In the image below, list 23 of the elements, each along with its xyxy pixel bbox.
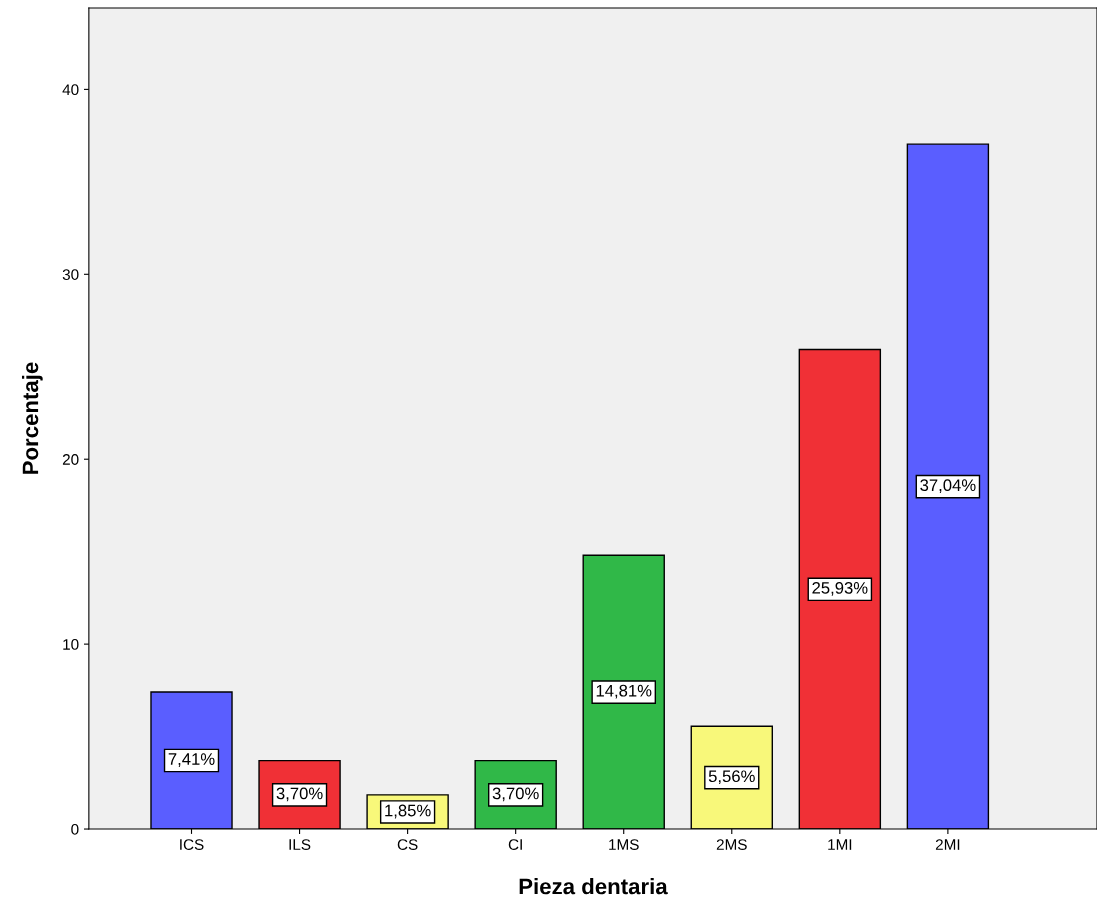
- x-tick-label: 2MS: [716, 839, 747, 850]
- data-label: 25,93%: [812, 581, 868, 596]
- data-label: 3,70%: [492, 787, 539, 802]
- data-label: 5,56%: [708, 770, 755, 785]
- x-tick-label: CI: [508, 839, 522, 850]
- y-tick-label: 0: [71, 823, 79, 835]
- x-tick-label: CS: [397, 839, 418, 850]
- x-tick-label: ICS: [180, 839, 204, 850]
- x-tick-label: ILS: [289, 839, 311, 850]
- x-axis-title: Pieza dentaria: [519, 878, 668, 895]
- y-tick-label: 10: [63, 638, 79, 650]
- x-tick-label: 1MI: [828, 839, 852, 850]
- data-label: 37,04%: [920, 479, 976, 494]
- y-axis-title: Porcentaje: [21, 362, 43, 474]
- x-tick-label: 2MI: [935, 839, 960, 850]
- data-label: 14,81%: [596, 684, 652, 699]
- y-tick-label: 30: [62, 269, 79, 280]
- y-tick-label: 20: [62, 454, 79, 465]
- data-label: 3,70%: [276, 787, 323, 802]
- data-label: 1,85%: [385, 804, 431, 819]
- y-tick-label: 40: [62, 84, 79, 96]
- data-label: 7,41%: [168, 753, 215, 767]
- x-tick-label: 1MS: [609, 839, 639, 850]
